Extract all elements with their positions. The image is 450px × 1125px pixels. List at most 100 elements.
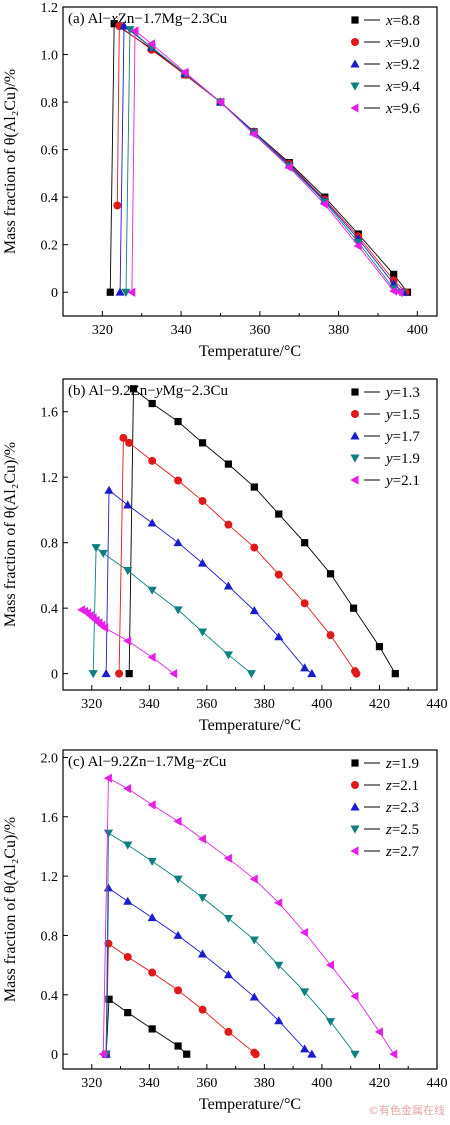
- x-tick-label: 380: [254, 697, 275, 712]
- legend-value: =8.8: [393, 13, 420, 29]
- y-tick-label: 2.0: [41, 751, 59, 766]
- chart-panel-1: 320 340 360 380 400 0 0.2 0.4 0.6 0.8 1.0 1.2 Temper…: [2, 1, 438, 360]
- data-point: [147, 800, 156, 810]
- y-tick-label: 1.6: [41, 406, 59, 421]
- x-tick-label: 340: [139, 697, 160, 712]
- data-point: [249, 874, 258, 884]
- data-point: [300, 927, 309, 938]
- legend-value: =9.2: [393, 57, 420, 73]
- legend-label: z=2.1: [385, 778, 419, 794]
- y-tick-label: 1.0: [41, 49, 59, 64]
- legend-label: y=1.9: [384, 451, 420, 467]
- data-point: [224, 1027, 233, 1036]
- data-point: [224, 460, 233, 468]
- data-point: [101, 669, 111, 678]
- data-point: [223, 914, 234, 924]
- y-tick-label: 0.2: [41, 239, 59, 254]
- x-tick-label: 380: [254, 1076, 275, 1091]
- legend-value: =9.0: [393, 35, 420, 51]
- data-point: [124, 1009, 132, 1017]
- data-point: [104, 485, 114, 494]
- panel-title: (b) Al−9.2Zn−yMg−2.3Cu: [68, 383, 228, 399]
- data-point: [197, 834, 206, 844]
- series-y=1.7: [101, 485, 317, 678]
- legend-label: y=1.7: [384, 429, 420, 445]
- data-point: [100, 623, 109, 633]
- data-point: [223, 581, 234, 590]
- legend-variable: x: [385, 13, 393, 29]
- legend: z=1.9z=2.1z=2.3z=2.5z=2.7: [350, 756, 420, 860]
- data-point: [174, 476, 183, 485]
- series-x=9.6: [127, 26, 404, 297]
- legend-variable: y: [384, 473, 393, 489]
- x-tick-label: 440: [427, 697, 448, 712]
- legend-label: z=2.5: [385, 822, 419, 838]
- data-point: [180, 67, 189, 77]
- x-tick-label: 420: [369, 697, 390, 712]
- x-tick-label: 340: [171, 323, 192, 338]
- data-point: [173, 930, 183, 939]
- chart-panel-3: 320 340 360 380 400 420 440 0 0.4 0.8 1.2 1.6 2.0 Tem…: [2, 749, 448, 1113]
- title-part: (b): [68, 383, 88, 399]
- series-y=1.5: [115, 433, 361, 678]
- data-point: [174, 417, 182, 426]
- data-point: [353, 238, 363, 247]
- x-tick-label: 440: [427, 1076, 448, 1091]
- title-variable: z: [202, 754, 209, 770]
- y-axis-label: Mass fraction of θ(Al₂Cu)/%: [2, 69, 19, 254]
- data-point: [104, 939, 113, 948]
- data-point: [146, 39, 156, 49]
- x-axis-label: Temperature/°C: [199, 1096, 301, 1113]
- y-axis-label: Mass fraction of θ(Al₂Cu)/%: [2, 442, 19, 627]
- legend-variable: y: [384, 407, 393, 423]
- data-point: [224, 520, 233, 529]
- legend-marker: [350, 475, 359, 485]
- data-point: [300, 663, 310, 672]
- legend-marker: [350, 825, 360, 834]
- series-line: [102, 777, 395, 1055]
- legend-marker: [350, 454, 360, 463]
- legend-value: =1.9: [393, 451, 420, 467]
- legend-marker: [351, 781, 359, 789]
- data-point: [275, 510, 283, 518]
- data-point: [174, 986, 183, 995]
- y-tick-label: 1.2: [41, 471, 59, 486]
- legend-marker: [350, 802, 360, 811]
- data-point: [197, 628, 208, 637]
- legend-variable: x: [385, 35, 393, 51]
- data-point: [326, 570, 335, 578]
- plot-frame: [62, 378, 438, 691]
- title-variable: x: [110, 11, 118, 27]
- data-point: [250, 483, 258, 491]
- data-point: [91, 544, 101, 553]
- y-tick-label: 0: [51, 668, 58, 683]
- title-part: Al−: [88, 11, 111, 27]
- legend-value: =2.7: [392, 844, 420, 860]
- series-z=2.3: [101, 883, 317, 1058]
- data-point: [147, 913, 157, 922]
- title-part: Zn−1.7Mg−2.3Cu: [118, 11, 228, 27]
- legend-value: =2.5: [392, 822, 419, 838]
- data-point: [249, 129, 258, 139]
- data-point: [300, 1044, 310, 1053]
- series-z=1.9: [102, 995, 191, 1058]
- legend-label: z=2.7: [385, 844, 420, 860]
- legend-value: =9.6: [393, 101, 421, 117]
- data-point: [197, 949, 208, 958]
- data-point: [274, 898, 283, 908]
- title-part: Al−9.2Zn−1.7Mg−: [88, 754, 203, 770]
- legend-value: =2.1: [392, 778, 419, 794]
- legend-marker: [350, 846, 359, 856]
- x-tick-label: 360: [249, 323, 270, 338]
- plot-frame: [62, 749, 438, 1070]
- data-point: [274, 961, 284, 970]
- legend-marker: [350, 59, 360, 68]
- legend-marker: [350, 82, 360, 91]
- data-point: [123, 783, 132, 794]
- legend-variable: z: [385, 778, 392, 794]
- data-point: [197, 894, 208, 903]
- data-point: [123, 500, 133, 509]
- data-point: [307, 1049, 317, 1058]
- data-point: [249, 606, 259, 615]
